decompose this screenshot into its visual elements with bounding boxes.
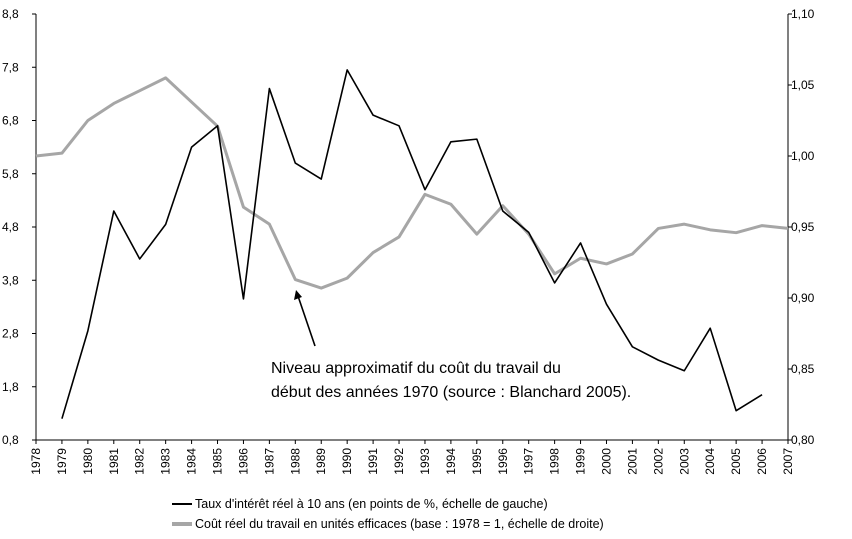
left-tick-label: 3,8: [2, 273, 19, 287]
x-tick-label: 1999: [574, 448, 588, 475]
x-tick-label: 1981: [107, 448, 121, 475]
x-tick-label: 2002: [651, 448, 665, 475]
x-tick-label: 1979: [55, 448, 69, 475]
annotation-line-2: début des années 1970 (source : Blanchar…: [271, 384, 631, 401]
annotation: Niveau approximatif du coût du travail d…: [271, 290, 631, 401]
right-tick-label: 0,80: [791, 433, 815, 447]
x-tick-label: 1978: [29, 448, 43, 475]
legend-label-rate: Taux d'intérêt réel à 10 ans (en points …: [195, 497, 548, 511]
annotation-arrow-shaft: [297, 295, 316, 347]
series-layer: [35, 69, 789, 419]
annotation-arrow-head: [294, 290, 302, 300]
x-axis-ticks: 1978 1979 1980 1981 1982 1983 1984 1985 1986 1987…: [29, 440, 795, 475]
legend-swatch-cost: [172, 522, 192, 526]
legend-item-rate: Taux d'intérêt réel à 10 ans (en points …: [172, 494, 604, 514]
series-line-taux-interet: [61, 69, 763, 419]
x-tick-label: 1987: [262, 448, 276, 475]
right-axis-ticks: 0,80 0,85 0,90 0,95 1,00 1,05 1,10: [788, 7, 815, 447]
x-tick-label: 1995: [470, 448, 484, 475]
x-tick-label: 1984: [185, 448, 199, 475]
x-tick-label: 1988: [288, 448, 302, 475]
x-tick-label: 2001: [625, 448, 639, 475]
left-tick-label: 6,8: [2, 114, 19, 128]
right-tick-label: 1,10: [791, 7, 815, 21]
x-tick-label: 1990: [340, 448, 354, 475]
left-tick-label: 8,8: [2, 7, 19, 21]
x-tick-label: 2003: [677, 448, 691, 475]
legend-label-cost: Coût réel du travail en unités efficaces…: [195, 517, 604, 531]
x-tick-label: 1991: [366, 448, 380, 475]
x-tick-label: 1994: [444, 448, 458, 475]
x-tick-label: 1983: [159, 448, 173, 475]
x-tick-label: 2006: [755, 448, 769, 475]
x-tick-label: 1982: [133, 448, 147, 475]
series-line-cout-travail: [35, 76, 789, 290]
x-tick-label: 2004: [703, 448, 717, 475]
x-tick-label: 1989: [314, 448, 328, 475]
left-tick-label: 1,8: [2, 380, 19, 394]
x-tick-label: 1998: [548, 448, 562, 475]
x-tick-label: 1992: [392, 448, 406, 475]
x-tick-label: 1986: [236, 448, 250, 475]
legend-item-cost: Coût réel du travail en unités efficaces…: [172, 514, 604, 534]
right-tick-label: 1,00: [791, 149, 815, 163]
right-tick-label: 0,95: [791, 220, 815, 234]
legend: Taux d'intérêt réel à 10 ans (en points …: [172, 494, 604, 534]
x-tick-label: 1985: [211, 448, 225, 475]
x-tick-label: 1997: [522, 448, 536, 475]
left-axis-ticks: 0,8 1,8 2,8 3,8 4,8 5,8 6,8 7,8 8,8: [2, 7, 36, 447]
x-tick-label: 1996: [496, 448, 510, 475]
left-tick-label: 2,8: [2, 327, 19, 341]
left-tick-label: 7,8: [2, 60, 19, 74]
x-tick-label: 2005: [729, 448, 743, 475]
x-tick-label: 1980: [81, 448, 95, 475]
x-tick-label: 2000: [599, 448, 613, 475]
annotation-line-1: Niveau approximatif du coût du travail d…: [271, 360, 561, 377]
right-tick-label: 0,90: [791, 291, 815, 305]
x-tick-label: 2007: [781, 448, 795, 475]
right-tick-label: 0,85: [791, 362, 815, 376]
left-tick-label: 0,8: [2, 433, 19, 447]
left-tick-label: 4,8: [2, 220, 19, 234]
left-tick-label: 5,8: [2, 167, 19, 181]
legend-swatch-rate: [172, 503, 192, 505]
x-tick-label: 1993: [418, 448, 432, 475]
right-tick-label: 1,05: [791, 78, 815, 92]
